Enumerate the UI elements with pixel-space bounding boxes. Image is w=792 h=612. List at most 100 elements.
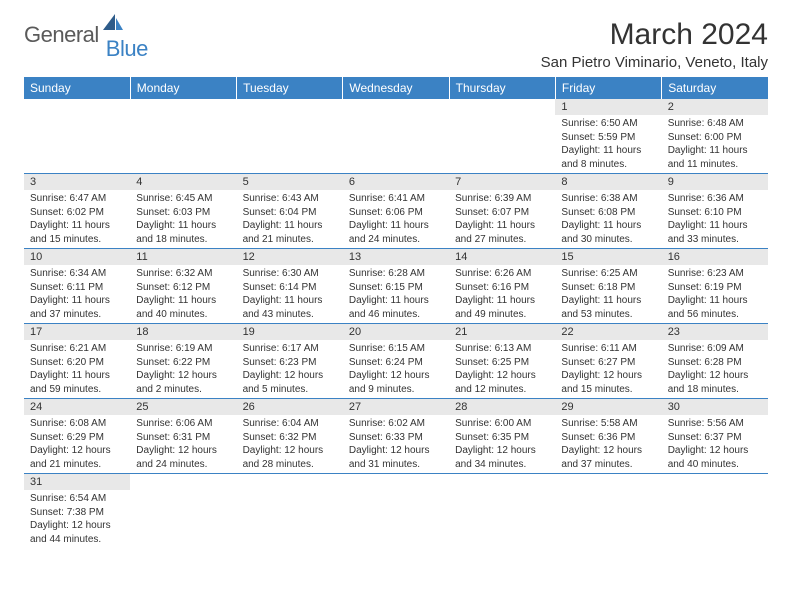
day-content: Sunrise: 6:47 AMSunset: 6:02 PMDaylight:… xyxy=(24,190,130,248)
calendar-cell: 1Sunrise: 6:50 AMSunset: 5:59 PMDaylight… xyxy=(555,99,661,174)
sunset-line: Sunset: 6:31 PM xyxy=(136,431,230,445)
calendar-cell: 23Sunrise: 6:09 AMSunset: 6:28 PMDayligh… xyxy=(662,324,768,399)
sunrise-line: Sunrise: 6:50 AM xyxy=(561,117,655,131)
daylight-line1: Daylight: 11 hours xyxy=(668,144,762,158)
sunrise-line: Sunrise: 6:48 AM xyxy=(668,117,762,131)
calendar-cell: 12Sunrise: 6:30 AMSunset: 6:14 PMDayligh… xyxy=(237,249,343,324)
daylight-line1: Daylight: 11 hours xyxy=(349,294,443,308)
sunset-line: Sunset: 6:18 PM xyxy=(561,281,655,295)
daylight-line1: Daylight: 11 hours xyxy=(243,219,337,233)
sunset-line: Sunset: 6:37 PM xyxy=(668,431,762,445)
sunrise-line: Sunrise: 6:23 AM xyxy=(668,267,762,281)
daylight-line1: Daylight: 11 hours xyxy=(561,144,655,158)
daylight-line2: and 2 minutes. xyxy=(136,383,230,397)
sunrise-line: Sunrise: 6:30 AM xyxy=(243,267,337,281)
calendar-cell: 13Sunrise: 6:28 AMSunset: 6:15 PMDayligh… xyxy=(343,249,449,324)
calendar-cell xyxy=(343,474,449,549)
calendar-cell: 16Sunrise: 6:23 AMSunset: 6:19 PMDayligh… xyxy=(662,249,768,324)
weekday-header: Friday xyxy=(555,77,661,99)
calendar-cell xyxy=(24,99,130,174)
daylight-line1: Daylight: 11 hours xyxy=(455,219,549,233)
daylight-line1: Daylight: 12 hours xyxy=(30,444,124,458)
daylight-line2: and 33 minutes. xyxy=(668,233,762,247)
sunset-line: Sunset: 6:32 PM xyxy=(243,431,337,445)
weekday-header: Monday xyxy=(130,77,236,99)
sunset-line: Sunset: 6:02 PM xyxy=(30,206,124,220)
daylight-line1: Daylight: 12 hours xyxy=(455,369,549,383)
calendar-cell: 24Sunrise: 6:08 AMSunset: 6:29 PMDayligh… xyxy=(24,399,130,474)
calendar-row: 10Sunrise: 6:34 AMSunset: 6:11 PMDayligh… xyxy=(24,249,768,324)
day-content: Sunrise: 6:23 AMSunset: 6:19 PMDaylight:… xyxy=(662,265,768,323)
day-number: 11 xyxy=(130,249,236,265)
daylight-line1: Daylight: 12 hours xyxy=(668,444,762,458)
day-number: 20 xyxy=(343,324,449,340)
daylight-line2: and 37 minutes. xyxy=(30,308,124,322)
title-block: March 2024 San Pietro Viminario, Veneto,… xyxy=(541,18,768,71)
day-content: Sunrise: 6:43 AMSunset: 6:04 PMDaylight:… xyxy=(237,190,343,248)
day-number: 15 xyxy=(555,249,661,265)
sunrise-line: Sunrise: 6:21 AM xyxy=(30,342,124,356)
daylight-line1: Daylight: 11 hours xyxy=(30,219,124,233)
daylight-line2: and 31 minutes. xyxy=(349,458,443,472)
weekday-header: Tuesday xyxy=(237,77,343,99)
daylight-line1: Daylight: 11 hours xyxy=(243,294,337,308)
day-content: Sunrise: 6:17 AMSunset: 6:23 PMDaylight:… xyxy=(237,340,343,398)
day-number: 16 xyxy=(662,249,768,265)
sunrise-line: Sunrise: 6:43 AM xyxy=(243,192,337,206)
daylight-line2: and 21 minutes. xyxy=(243,233,337,247)
daylight-line2: and 21 minutes. xyxy=(30,458,124,472)
day-number: 24 xyxy=(24,399,130,415)
sunrise-line: Sunrise: 6:28 AM xyxy=(349,267,443,281)
sunrise-line: Sunrise: 6:41 AM xyxy=(349,192,443,206)
daylight-line2: and 15 minutes. xyxy=(30,233,124,247)
sunrise-line: Sunrise: 5:56 AM xyxy=(668,417,762,431)
day-content: Sunrise: 6:39 AMSunset: 6:07 PMDaylight:… xyxy=(449,190,555,248)
calendar-cell: 30Sunrise: 5:56 AMSunset: 6:37 PMDayligh… xyxy=(662,399,768,474)
sunset-line: Sunset: 5:59 PM xyxy=(561,131,655,145)
calendar-cell xyxy=(130,474,236,549)
sunrise-line: Sunrise: 6:45 AM xyxy=(136,192,230,206)
daylight-line2: and 59 minutes. xyxy=(30,383,124,397)
daylight-line1: Daylight: 12 hours xyxy=(349,369,443,383)
daylight-line2: and 27 minutes. xyxy=(455,233,549,247)
daylight-line2: and 18 minutes. xyxy=(136,233,230,247)
daylight-line1: Daylight: 12 hours xyxy=(243,444,337,458)
daylight-line1: Daylight: 12 hours xyxy=(668,369,762,383)
daylight-line1: Daylight: 11 hours xyxy=(30,369,124,383)
day-number: 12 xyxy=(237,249,343,265)
day-number: 17 xyxy=(24,324,130,340)
sunrise-line: Sunrise: 6:02 AM xyxy=(349,417,443,431)
calendar-cell xyxy=(449,99,555,174)
day-content: Sunrise: 6:50 AMSunset: 5:59 PMDaylight:… xyxy=(555,115,661,173)
calendar-cell xyxy=(130,99,236,174)
daylight-line1: Daylight: 11 hours xyxy=(30,294,124,308)
daylight-line1: Daylight: 12 hours xyxy=(136,369,230,383)
day-content: Sunrise: 5:56 AMSunset: 6:37 PMDaylight:… xyxy=(662,415,768,473)
calendar-cell: 10Sunrise: 6:34 AMSunset: 6:11 PMDayligh… xyxy=(24,249,130,324)
daylight-line2: and 56 minutes. xyxy=(668,308,762,322)
day-number: 26 xyxy=(237,399,343,415)
calendar-cell: 17Sunrise: 6:21 AMSunset: 6:20 PMDayligh… xyxy=(24,324,130,399)
calendar-cell: 6Sunrise: 6:41 AMSunset: 6:06 PMDaylight… xyxy=(343,174,449,249)
sunset-line: Sunset: 6:10 PM xyxy=(668,206,762,220)
daylight-line2: and 8 minutes. xyxy=(561,158,655,172)
calendar-cell: 19Sunrise: 6:17 AMSunset: 6:23 PMDayligh… xyxy=(237,324,343,399)
day-number: 14 xyxy=(449,249,555,265)
calendar-cell: 26Sunrise: 6:04 AMSunset: 6:32 PMDayligh… xyxy=(237,399,343,474)
sunset-line: Sunset: 6:27 PM xyxy=(561,356,655,370)
logo-text-blue: Blue xyxy=(106,36,148,62)
daylight-line1: Daylight: 12 hours xyxy=(136,444,230,458)
calendar-cell: 31Sunrise: 6:54 AMSunset: 7:38 PMDayligh… xyxy=(24,474,130,549)
day-content: Sunrise: 6:34 AMSunset: 6:11 PMDaylight:… xyxy=(24,265,130,323)
calendar-cell xyxy=(555,474,661,549)
daylight-line2: and 11 minutes. xyxy=(668,158,762,172)
day-number: 25 xyxy=(130,399,236,415)
daylight-line2: and 34 minutes. xyxy=(455,458,549,472)
sunset-line: Sunset: 6:16 PM xyxy=(455,281,549,295)
calendar-row: 31Sunrise: 6:54 AMSunset: 7:38 PMDayligh… xyxy=(24,474,768,549)
day-content: Sunrise: 6:09 AMSunset: 6:28 PMDaylight:… xyxy=(662,340,768,398)
calendar-cell: 20Sunrise: 6:15 AMSunset: 6:24 PMDayligh… xyxy=(343,324,449,399)
calendar-cell: 4Sunrise: 6:45 AMSunset: 6:03 PMDaylight… xyxy=(130,174,236,249)
calendar-cell: 5Sunrise: 6:43 AMSunset: 6:04 PMDaylight… xyxy=(237,174,343,249)
calendar-cell: 3Sunrise: 6:47 AMSunset: 6:02 PMDaylight… xyxy=(24,174,130,249)
